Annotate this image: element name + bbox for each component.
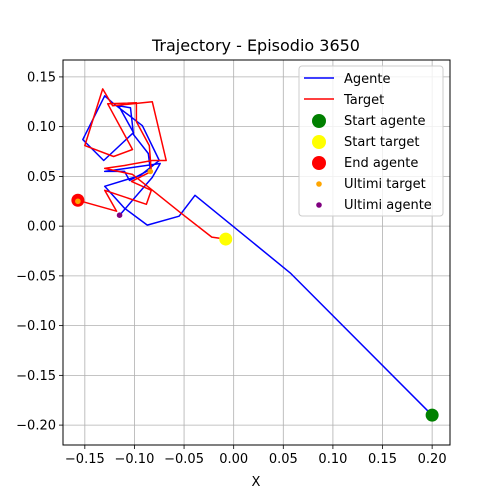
plot-frame [62, 59, 451, 446]
legend-end-agente-label: End agente [344, 156, 418, 171]
y-tick-label: −0.15 [16, 369, 56, 384]
y-tick-label: 0.00 [27, 220, 56, 235]
ticks: −0.15 −0.10 −0.05 0.00 0.05 0.10 0.15 0.20 0.15 0… [16, 70, 446, 467]
chart-title: Trajectory - Episodio 3650 [151, 36, 360, 55]
legend-start-target-marker [312, 135, 326, 149]
legend-ultimi-target-label: Ultimi target [344, 177, 426, 192]
start-target-marker [219, 232, 233, 246]
legend-target-label: Target [343, 93, 384, 108]
legend-ultimi-target-marker [316, 181, 322, 187]
legend-agente-label: Agente [344, 72, 390, 87]
y-tick-label: 0.15 [27, 70, 56, 85]
legend-frame [298, 65, 444, 217]
legend-start-target-label: Start target [344, 135, 419, 150]
x-tick-label: 0.05 [269, 452, 298, 467]
legend-start-agente-marker [312, 114, 326, 128]
ultimi-agente-point [116, 212, 123, 218]
series-line-target [77, 88, 226, 240]
y-tick-label: 0.05 [27, 170, 56, 185]
ultimi-target-point [147, 168, 154, 175]
x-tick-label: 0.00 [219, 452, 248, 467]
legend-end-agente-marker [312, 156, 326, 170]
y-axis-label: Y [0, 249, 4, 258]
series-lines [77, 88, 433, 416]
x-tick-label: 0.20 [418, 452, 447, 467]
x-axis-label: X [252, 475, 261, 490]
x-tick-label: −0.10 [115, 452, 155, 467]
x-tick-label: −0.05 [164, 452, 204, 467]
x-tick-label: 0.15 [368, 452, 397, 467]
legend-ultimi-agente-label: Ultimi agente [344, 198, 432, 213]
y-tick-label: −0.05 [16, 269, 56, 284]
y-tick-label: −0.20 [16, 419, 56, 434]
start-agente-marker [425, 408, 439, 422]
markers [71, 168, 439, 422]
legend-start-agente-label: Start agente [344, 114, 425, 129]
y-tick-label: −0.10 [16, 319, 56, 334]
x-tick-label: 0.10 [318, 452, 347, 467]
legend: Agente Target Start agente Start target … [298, 65, 444, 217]
x-tick-label: −0.15 [65, 452, 105, 467]
ultimi-target-point [75, 198, 81, 205]
legend-ultimi-agente-marker [316, 202, 322, 208]
y-tick-label: 0.10 [27, 120, 56, 135]
